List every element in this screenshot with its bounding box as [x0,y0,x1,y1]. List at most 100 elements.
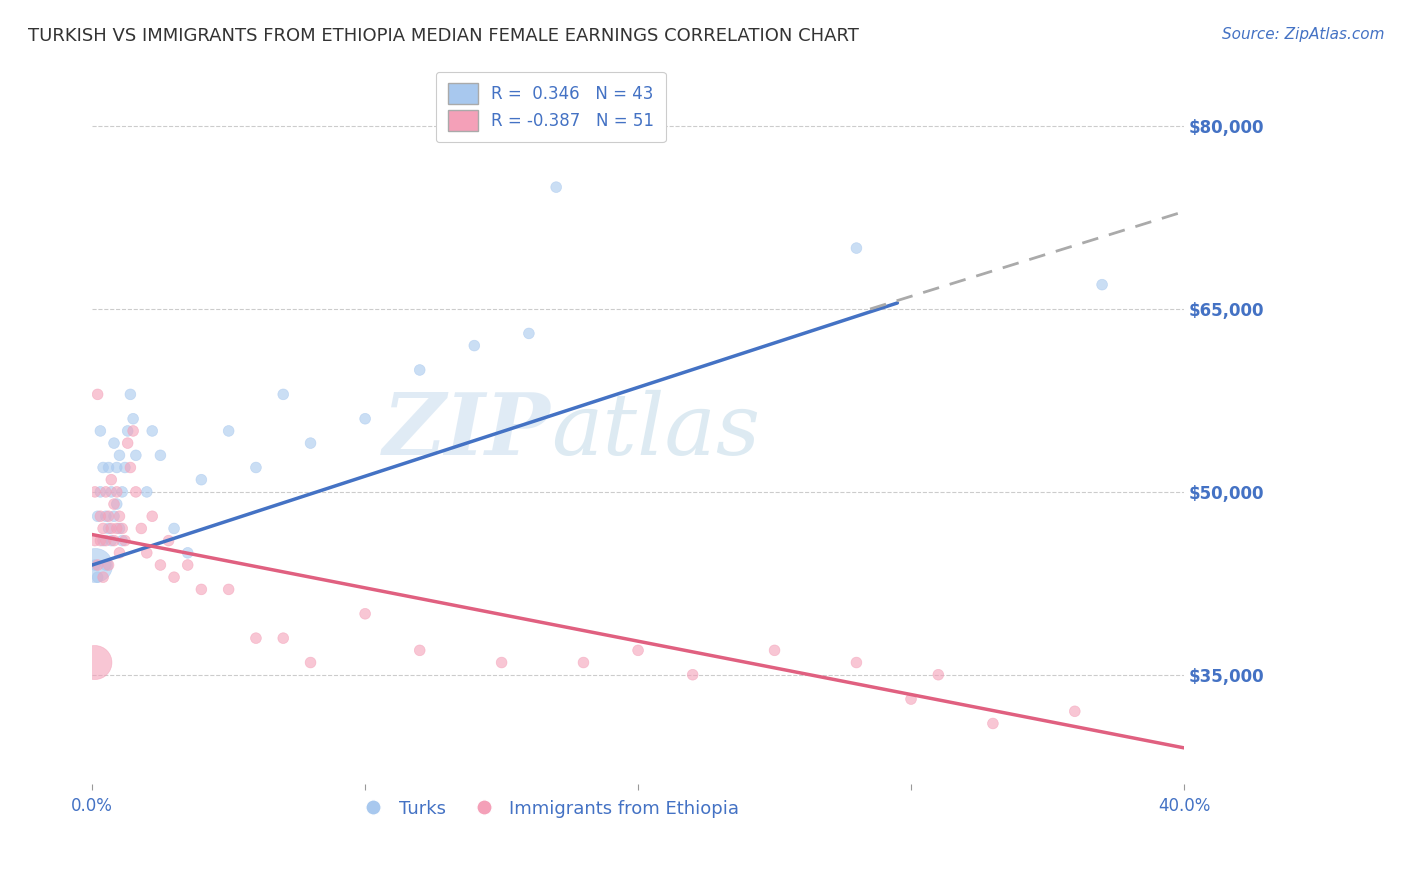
Point [100,473,122,487]
Point [91,570,114,584]
Text: Source: ZipAtlas.com: Source: ZipAtlas.com [1222,27,1385,42]
Legend: Turks, Immigrants from Ethiopia: Turks, Immigrants from Ethiopia [356,792,747,825]
Point [491,656,513,670]
Point [271,631,294,645]
Point [111,484,134,499]
Point [94,558,117,572]
Point [190,473,212,487]
Point [91,460,114,475]
Point [108,509,131,524]
Point [86,387,108,401]
Point [245,460,267,475]
Point [89,509,111,524]
Point [86,558,108,572]
Point [141,509,163,524]
Text: TURKISH VS IMMIGRANTS FROM ETHIOPIA MEDIAN FEMALE EARNINGS CORRELATION CHART: TURKISH VS IMMIGRANTS FROM ETHIOPIA MEDI… [28,27,859,45]
Point [1063,704,1085,718]
Point [103,509,125,524]
Point [409,643,432,657]
Point [117,436,139,450]
Point [97,521,120,535]
Point [122,424,145,438]
Point [135,546,157,560]
Point [89,533,111,548]
Point [218,424,240,438]
Point [546,180,568,194]
Point [86,570,108,584]
Point [517,326,540,341]
Point [572,656,595,670]
Point [409,363,432,377]
Point [103,533,125,548]
Point [86,509,108,524]
Point [845,241,868,255]
Point [1091,277,1114,292]
Point [108,448,131,462]
Point [103,497,125,511]
Point [120,387,142,401]
Point [84,484,107,499]
Point [84,558,107,572]
Point [177,558,200,572]
Point [105,484,128,499]
Point [299,656,322,670]
Point [927,667,949,681]
Point [900,692,922,706]
Point [94,509,117,524]
Point [114,533,136,548]
Point [149,558,172,572]
Point [125,448,148,462]
Text: atlas: atlas [551,390,759,472]
Point [135,484,157,499]
Point [125,484,148,499]
Point [97,509,120,524]
Point [149,448,172,462]
Point [89,484,111,499]
Point [218,582,240,597]
Point [981,716,1004,731]
Point [100,521,122,535]
Point [120,460,142,475]
Point [100,533,122,548]
Point [245,631,267,645]
Point [163,521,186,535]
Point [108,521,131,535]
Point [105,460,128,475]
Point [163,570,186,584]
Point [94,533,117,548]
Point [111,533,134,548]
Point [131,521,153,535]
Point [105,521,128,535]
Point [682,667,704,681]
Point [190,582,212,597]
Point [100,484,122,499]
Point [299,436,322,450]
Point [111,521,134,535]
Point [114,460,136,475]
Point [94,484,117,499]
Point [84,533,107,548]
Point [122,411,145,425]
Point [354,411,377,425]
Point [117,424,139,438]
Point [91,521,114,535]
Point [84,656,107,670]
Point [157,533,180,548]
Point [271,387,294,401]
Point [97,460,120,475]
Text: ZIP: ZIP [382,389,551,473]
Point [97,558,120,572]
Point [763,643,786,657]
Point [177,546,200,560]
Point [84,558,107,572]
Point [89,424,111,438]
Point [845,656,868,670]
Point [103,436,125,450]
Point [108,546,131,560]
Point [91,533,114,548]
Point [354,607,377,621]
Point [627,643,650,657]
Point [463,338,485,352]
Point [141,424,163,438]
Point [105,497,128,511]
